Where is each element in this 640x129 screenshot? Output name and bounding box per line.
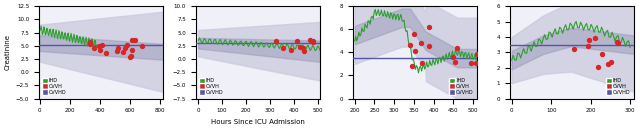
Point bbox=[127, 39, 138, 41]
Point bbox=[612, 41, 622, 43]
Legend: IHD, CVVH, CVVHD: IHD, CVVH, CVVHD bbox=[605, 77, 632, 96]
Point bbox=[424, 45, 434, 47]
Point bbox=[85, 43, 95, 45]
Point bbox=[113, 47, 123, 49]
Point bbox=[612, 42, 623, 44]
Legend: IHD, CVVH, CVVHD: IHD, CVVH, CVVHD bbox=[449, 77, 475, 96]
Point bbox=[406, 64, 417, 67]
Point bbox=[138, 45, 148, 47]
Point bbox=[583, 45, 593, 47]
Point bbox=[597, 53, 607, 55]
Point bbox=[404, 43, 415, 46]
Legend: IHD, CVVH, CVVHD: IHD, CVVH, CVVHD bbox=[41, 77, 67, 96]
Point bbox=[100, 52, 111, 54]
Point bbox=[95, 49, 106, 51]
Point bbox=[129, 39, 140, 41]
Point bbox=[308, 41, 319, 43]
Point bbox=[122, 44, 132, 46]
Point bbox=[271, 40, 282, 42]
Point bbox=[112, 50, 122, 52]
Point bbox=[308, 40, 318, 42]
Point bbox=[300, 50, 310, 52]
Point bbox=[465, 62, 476, 64]
Point bbox=[89, 47, 99, 49]
Point bbox=[97, 44, 107, 46]
Legend: IHD, CVVH, CVVHD: IHD, CVVH, CVVHD bbox=[198, 77, 224, 96]
Point bbox=[584, 39, 594, 41]
Point bbox=[278, 47, 288, 49]
Point bbox=[424, 26, 435, 28]
Point bbox=[409, 33, 419, 35]
X-axis label: Hours Since ICU Admission: Hours Since ICU Admission bbox=[211, 119, 305, 125]
Point bbox=[298, 47, 308, 49]
Point bbox=[120, 46, 130, 49]
Point bbox=[118, 51, 129, 53]
Point bbox=[569, 48, 579, 50]
Point bbox=[450, 61, 460, 63]
Point bbox=[295, 46, 305, 49]
Point bbox=[127, 49, 137, 51]
Point bbox=[292, 40, 302, 42]
Y-axis label: Creatinine: Creatinine bbox=[4, 34, 10, 70]
Point bbox=[93, 45, 104, 47]
Point bbox=[606, 61, 616, 63]
Point bbox=[448, 56, 458, 58]
Point bbox=[286, 49, 296, 51]
Point bbox=[410, 50, 420, 52]
Point bbox=[452, 47, 463, 49]
Point bbox=[593, 66, 603, 68]
Point bbox=[126, 55, 136, 57]
Point bbox=[472, 53, 482, 55]
Point bbox=[305, 39, 315, 41]
Point bbox=[590, 37, 600, 39]
Point bbox=[417, 62, 427, 64]
Point bbox=[603, 63, 613, 65]
Point bbox=[416, 42, 426, 44]
Point bbox=[471, 62, 481, 64]
Point bbox=[84, 41, 95, 43]
Point bbox=[124, 56, 134, 58]
